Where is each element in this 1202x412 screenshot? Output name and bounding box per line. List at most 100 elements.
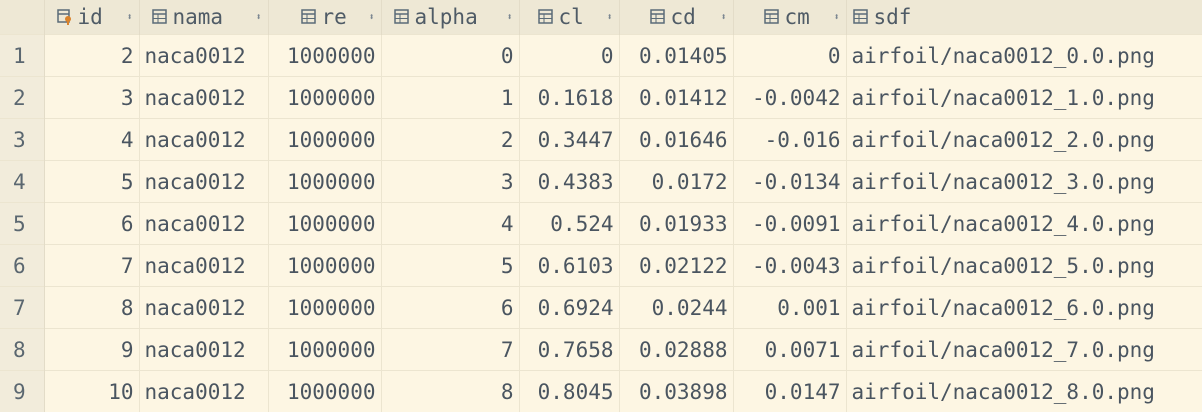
cell-id[interactable]: 5 [44,161,139,203]
row-number[interactable]: 2 [0,77,44,119]
table-row[interactable]: 2 3 naca0012 1000000 1 0.1618 0.01412 -0… [0,77,1202,119]
column-header-cd[interactable]: cd ⬍ [619,0,733,35]
cell-id[interactable]: 8 [44,287,139,329]
cell-cd[interactable]: 0.0172 [619,161,733,203]
cell-sdf[interactable]: airfoil/naca0012_2.0.png [846,119,1202,161]
sort-icon[interactable]: ⬍ [368,12,374,23]
cell-id[interactable]: 7 [44,245,139,287]
cell-cm[interactable]: -0.0091 [733,203,846,245]
cell-cl[interactable]: 0.4383 [519,161,619,203]
cell-cd[interactable]: 0.01405 [619,35,733,77]
row-number[interactable]: 7 [0,287,44,329]
cell-re[interactable]: 1000000 [268,35,381,77]
cell-alpha[interactable]: 0 [381,35,519,77]
table-row[interactable]: 5 6 naca0012 1000000 4 0.524 0.01933 -0.… [0,203,1202,245]
column-header-id[interactable]: id ⬍ [44,0,139,35]
column-header-alpha[interactable]: alpha ⬍ [381,0,519,35]
cell-nama[interactable]: naca0012 [139,287,268,329]
cell-cd[interactable]: 0.02122 [619,245,733,287]
cell-re[interactable]: 1000000 [268,203,381,245]
table-row[interactable]: 8 9 naca0012 1000000 7 0.7658 0.02888 0.… [0,329,1202,371]
cell-sdf[interactable]: airfoil/naca0012_3.0.png [846,161,1202,203]
cell-id[interactable]: 4 [44,119,139,161]
cell-re[interactable]: 1000000 [268,119,381,161]
cell-alpha[interactable]: 1 [381,77,519,119]
table-row[interactable]: 1 2 naca0012 1000000 0 0 0.01405 0 airfo… [0,35,1202,77]
column-header-sdf[interactable]: sdf [846,0,1202,35]
cell-sdf[interactable]: airfoil/naca0012_0.0.png [846,35,1202,77]
table-row[interactable]: 7 8 naca0012 1000000 6 0.6924 0.0244 0.0… [0,287,1202,329]
row-number[interactable]: 3 [0,119,44,161]
cell-nama[interactable]: naca0012 [139,119,268,161]
cell-cm[interactable]: -0.0042 [733,77,846,119]
row-number[interactable]: 4 [0,161,44,203]
cell-nama[interactable]: naca0012 [139,35,268,77]
column-header-re[interactable]: re ⬍ [268,0,381,35]
cell-sdf[interactable]: airfoil/naca0012_7.0.png [846,329,1202,371]
row-number[interactable]: 8 [0,329,44,371]
cell-cd[interactable]: 0.0244 [619,287,733,329]
cell-id[interactable]: 3 [44,77,139,119]
cell-alpha[interactable]: 2 [381,119,519,161]
cell-cl[interactable]: 0.524 [519,203,619,245]
cell-re[interactable]: 1000000 [268,161,381,203]
cell-alpha[interactable]: 3 [381,161,519,203]
cell-alpha[interactable]: 4 [381,203,519,245]
cell-nama[interactable]: naca0012 [139,329,268,371]
cell-sdf[interactable]: airfoil/naca0012_5.0.png [846,245,1202,287]
row-number[interactable]: 6 [0,245,44,287]
cell-nama[interactable]: naca0012 [139,161,268,203]
table-row[interactable]: 4 5 naca0012 1000000 3 0.4383 0.0172 -0.… [0,161,1202,203]
cell-cl[interactable]: 0.1618 [519,77,619,119]
header-row: id ⬍ nama ⬍ re ⬍ [0,0,1202,35]
table-row[interactable]: 3 4 naca0012 1000000 2 0.3447 0.01646 -0… [0,119,1202,161]
cell-cm[interactable]: -0.0043 [733,245,846,287]
cell-cd[interactable]: 0.01412 [619,77,733,119]
cell-cm[interactable]: 0.001 [733,287,846,329]
sort-icon[interactable]: ⬍ [126,12,132,23]
cell-cm[interactable]: 0.0071 [733,329,846,371]
sort-icon[interactable]: ⬍ [506,12,512,23]
column-header-cl[interactable]: cl ⬍ [519,0,619,35]
cell-cd[interactable]: 0.02888 [619,329,733,371]
cell-re[interactable]: 1000000 [268,77,381,119]
cell-id[interactable]: 2 [44,35,139,77]
cell-id[interactable]: 6 [44,203,139,245]
cell-cl[interactable]: 0.3447 [519,119,619,161]
column-header-nama[interactable]: nama ⬍ [139,0,268,35]
cell-id[interactable]: 9 [44,329,139,371]
sort-icon[interactable]: ⬍ [606,12,612,23]
cell-cm[interactable]: 0 [733,35,846,77]
cell-alpha[interactable]: 5 [381,245,519,287]
column-label: cl [559,5,607,29]
row-number[interactable]: 1 [0,35,44,77]
sort-icon[interactable]: ⬍ [833,12,839,23]
cell-cl[interactable]: 0.6103 [519,245,619,287]
column-label: cd [671,5,721,29]
cell-cd[interactable]: 0.01646 [619,119,733,161]
cell-re[interactable]: 1000000 [268,329,381,371]
column-header-cm[interactable]: cm ⬍ [733,0,846,35]
column-label: cm [785,5,834,29]
row-number-header [0,0,44,35]
table-row[interactable]: 6 7 naca0012 1000000 5 0.6103 0.02122 -0… [0,245,1202,287]
cell-cl[interactable]: 0 [519,35,619,77]
cell-re[interactable]: 1000000 [268,287,381,329]
cell-alpha[interactable]: 7 [381,329,519,371]
cell-nama[interactable]: naca0012 [139,203,268,245]
cell-nama[interactable]: naca0012 [139,77,268,119]
sort-icon[interactable]: ⬍ [720,12,726,23]
cell-cd[interactable]: 0.01933 [619,203,733,245]
row-number[interactable]: 5 [0,203,44,245]
cell-cm[interactable]: -0.016 [733,119,846,161]
cell-sdf[interactable]: airfoil/naca0012_6.0.png [846,287,1202,329]
cell-alpha[interactable]: 6 [381,287,519,329]
cell-sdf[interactable]: airfoil/naca0012_1.0.png [846,77,1202,119]
cell-cm[interactable]: -0.0134 [733,161,846,203]
cell-cl[interactable]: 0.7658 [519,329,619,371]
cell-cl[interactable]: 0.6924 [519,287,619,329]
cell-nama[interactable]: naca0012 [139,245,268,287]
cell-sdf[interactable]: airfoil/naca0012_4.0.png [846,203,1202,245]
cell-re[interactable]: 1000000 [268,245,381,287]
sort-icon[interactable]: ⬍ [255,12,261,23]
